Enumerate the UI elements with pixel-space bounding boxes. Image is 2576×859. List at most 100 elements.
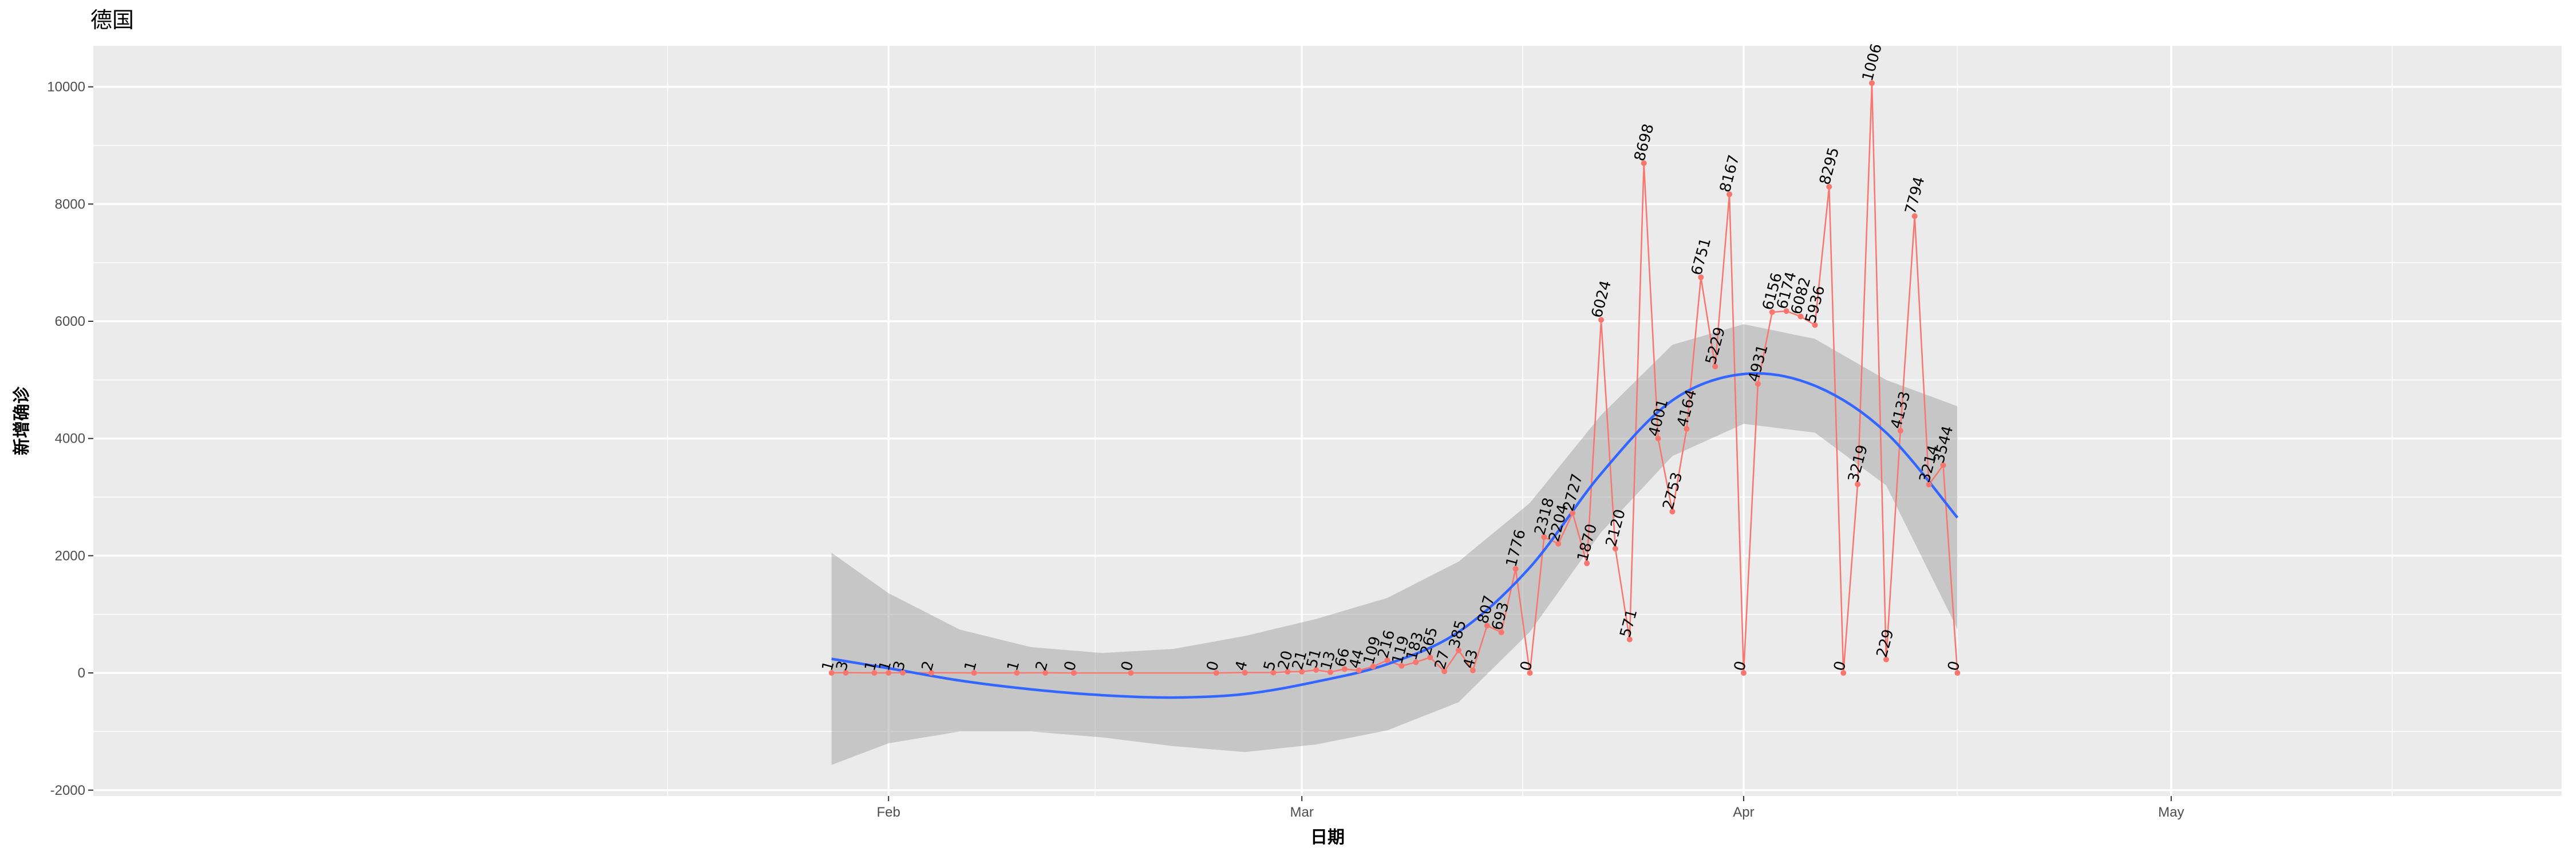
data-label: 3 [833, 659, 852, 673]
data-point [1655, 435, 1661, 442]
data-point [1641, 160, 1647, 166]
data-point [1812, 322, 1818, 328]
data-point [1598, 317, 1605, 323]
grid-minor [93, 46, 2562, 796]
data-point [1570, 510, 1576, 516]
data-point [1398, 663, 1405, 669]
data-point [1213, 670, 1219, 676]
data-point [1128, 670, 1134, 676]
x-axis-title: 日期 [1310, 828, 1345, 848]
data-point [871, 669, 878, 676]
data-label: 0 [1118, 659, 1137, 673]
data-point [1855, 481, 1861, 487]
data-label: 0 [1204, 659, 1223, 673]
data-point [1740, 670, 1747, 676]
y-axis-title: 新增确诊 [12, 386, 32, 455]
data-point [1541, 534, 1547, 540]
data-point [1313, 667, 1319, 673]
x-axis: FebMarAprMayJun [877, 796, 2184, 820]
smooth-layer [831, 372, 1959, 699]
data-label: 0 [1517, 659, 1536, 673]
data-point [971, 669, 977, 676]
data-point [1612, 546, 1618, 552]
data-point [1341, 666, 1348, 672]
data-point [1469, 667, 1476, 673]
data-label: 0 [1945, 659, 1963, 673]
data-label: 1 [961, 659, 980, 673]
data-point [1285, 669, 1291, 675]
data-label: 1 [1004, 659, 1023, 673]
data-point [1926, 482, 1932, 488]
data-point [1726, 191, 1733, 198]
data-label: 2 [1033, 659, 1052, 673]
data-point [1370, 663, 1376, 669]
y-tick-label: 2000 [55, 548, 85, 564]
data-point [1626, 636, 1633, 643]
data-point [1014, 669, 1020, 676]
data-point [1070, 670, 1077, 676]
data-point [928, 669, 934, 676]
plot-background [93, 46, 2562, 796]
data-label: 5 [1261, 659, 1279, 673]
x-tick-label: May [2158, 805, 2184, 820]
data-label: 0 [1731, 659, 1750, 673]
points-layer [828, 80, 1961, 676]
data-point [900, 669, 906, 676]
data-label: 3 [890, 659, 909, 673]
y-axis: -2000 0 2000 4000 6000 8000 10000 [47, 80, 93, 798]
data-point [1698, 274, 1704, 281]
y-tick-label: 6000 [55, 314, 85, 329]
data-point [1498, 629, 1504, 636]
data-point [1527, 670, 1533, 676]
data-point [1327, 669, 1333, 675]
data-point [1883, 656, 1889, 663]
data-label: 1 [876, 659, 895, 673]
y-tick-label: 8000 [55, 196, 85, 212]
data-point [1769, 309, 1775, 316]
data-point [1669, 509, 1676, 515]
data-point [1441, 668, 1448, 675]
data-point [843, 669, 849, 676]
data-point [1954, 670, 1961, 676]
data-label: 4 [1232, 659, 1251, 673]
confidence-band-area [831, 324, 1958, 765]
data-point [1270, 669, 1277, 676]
data-point [1826, 184, 1832, 190]
data-point [1940, 462, 1946, 468]
data-label: 2 [919, 659, 938, 673]
data-point [1869, 80, 1875, 86]
data-point [1299, 668, 1305, 675]
data-point [1512, 566, 1519, 572]
data-point [1684, 425, 1690, 432]
data-point [1413, 659, 1419, 665]
data-point [1797, 313, 1804, 320]
labels-layer: 13 113 2 1 1 2 0 0 0 4 520215113664410921611918326… [819, 42, 1963, 673]
data-point [1555, 541, 1562, 547]
data-label: 1 [819, 659, 837, 673]
data-point [1384, 657, 1390, 663]
data-point [1897, 428, 1903, 434]
data-point [1456, 647, 1462, 653]
x-tick-label: Mar [1290, 805, 1314, 820]
data-point [1911, 213, 1918, 219]
data-point [1042, 669, 1049, 676]
data-point [1356, 667, 1362, 673]
confidence-band [831, 324, 1958, 765]
data-point [1755, 381, 1761, 387]
data-point [886, 669, 892, 676]
data-point [1712, 363, 1718, 369]
data-point [1484, 622, 1490, 629]
y-tick-label: 4000 [55, 431, 85, 447]
data-label: 1 [862, 659, 880, 673]
data-point [1783, 308, 1789, 314]
chart-title: 德国 [90, 7, 134, 33]
data-point [1427, 654, 1433, 660]
data-point [1242, 669, 1248, 676]
y-tick-label: 10000 [47, 80, 85, 95]
data-label: 0 [1061, 659, 1080, 673]
x-tick-label: Feb [877, 805, 900, 820]
smooth-trend-line [831, 372, 1959, 699]
x-tick-label: Apr [1733, 805, 1754, 820]
data-point [828, 669, 835, 676]
